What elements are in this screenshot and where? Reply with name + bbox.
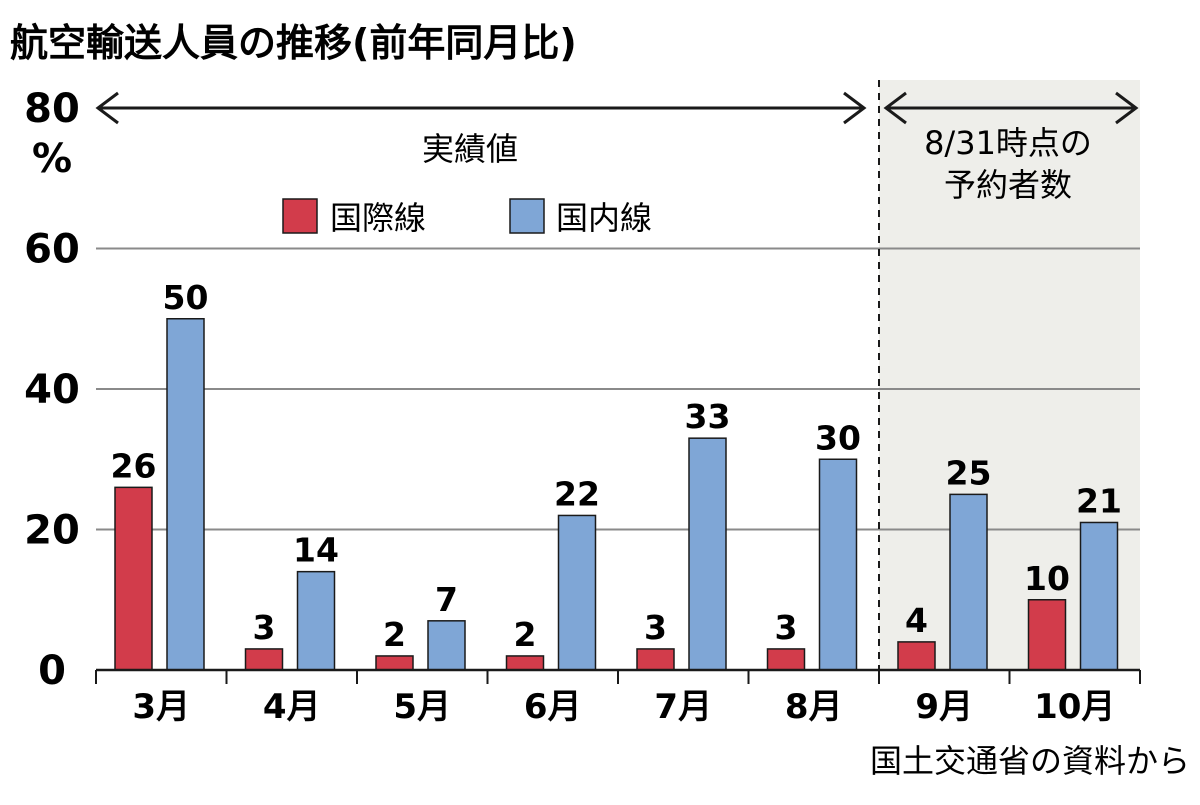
bar-international	[244, 648, 284, 671]
x-tick-label: 7月	[654, 687, 712, 727]
bar-domestic	[557, 514, 597, 671]
bar-domestic	[166, 318, 205, 671]
data-label: 30	[815, 418, 861, 457]
x-tick-label: 3月	[132, 687, 190, 727]
forecast-label-line2: 予約者数	[944, 166, 1072, 204]
legend: 国際線 国内線	[282, 198, 652, 237]
y-tick-label: 60	[24, 227, 80, 273]
data-label: 7	[435, 580, 458, 619]
x-tick-label: 9月	[915, 687, 973, 727]
x-tick-labels: 3月 4月 5月 6月 7月 8月 9月 10月	[132, 687, 1115, 727]
forecast-period-arrow	[883, 91, 1139, 125]
bar-domestic	[949, 493, 988, 671]
bar-international	[114, 486, 153, 671]
bar-domestic	[688, 437, 727, 671]
data-label: 33	[685, 397, 731, 436]
data-label: 3	[644, 608, 667, 647]
data-label: 14	[293, 531, 339, 570]
x-tick-label: 8月	[785, 687, 843, 727]
bar-international	[636, 648, 675, 671]
legend-label-domestic: 国内線	[556, 199, 652, 237]
y-tick-label: 20	[24, 508, 80, 554]
bars	[114, 318, 1119, 671]
x-tick-marks	[95, 670, 1141, 684]
y-axis-unit: %	[32, 136, 72, 182]
x-tick-label: 4月	[263, 687, 321, 727]
data-label: 22	[554, 474, 600, 513]
actual-period-label: 実績値	[422, 130, 518, 168]
chart-title: 航空輸送人員の推移(前年同月比)	[10, 21, 577, 65]
bar-international	[505, 655, 545, 671]
bar-international	[375, 655, 414, 671]
y-tick-labels: 0 20 40 60 80	[24, 86, 80, 694]
data-label: 26	[111, 446, 157, 485]
x-tick-label: 10月	[1034, 687, 1115, 727]
bar-domestic	[427, 620, 466, 671]
x-tick-label: 5月	[393, 687, 451, 727]
bar-international	[897, 641, 936, 671]
y-tick-label: 80	[24, 86, 80, 132]
bar-domestic	[1079, 521, 1119, 671]
legend-swatch-domestic	[509, 198, 545, 234]
bar-international	[766, 648, 806, 671]
y-tick-label: 40	[24, 367, 80, 413]
data-label: 3	[253, 608, 276, 647]
data-label: 2	[514, 615, 537, 654]
data-label: 21	[1076, 481, 1122, 520]
y-tick-label: 0	[38, 648, 66, 694]
source-note: 国土交通省の資料から	[870, 742, 1190, 780]
legend-swatch-international	[282, 198, 318, 234]
data-label: 50	[163, 278, 209, 317]
bar-domestic	[818, 458, 858, 671]
bar-domestic	[296, 570, 336, 671]
data-label: 2	[383, 615, 406, 654]
bar-international	[1027, 599, 1067, 671]
data-label: 10	[1024, 559, 1070, 598]
forecast-label-line1: 8/31時点の	[924, 124, 1092, 162]
x-tick-label: 6月	[524, 687, 582, 727]
data-label: 3	[775, 608, 798, 647]
legend-label-international: 国際線	[330, 199, 426, 237]
actual-period-arrow	[95, 91, 867, 125]
data-label: 4	[905, 601, 928, 640]
data-label: 25	[946, 453, 992, 492]
